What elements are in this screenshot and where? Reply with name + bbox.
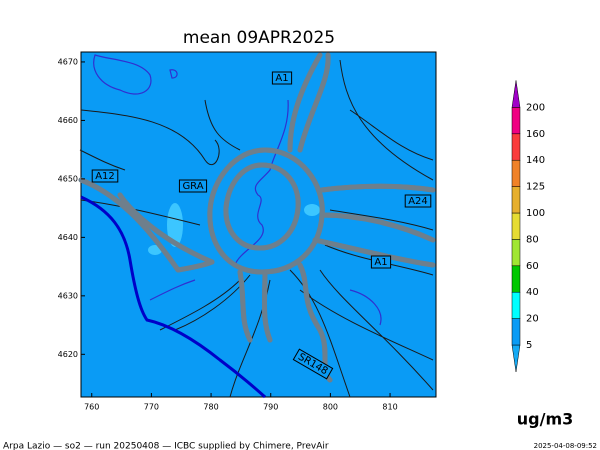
colorbar-band [511,291,521,319]
y-tick-label: 4670 [58,57,78,66]
colorbar-label: 40 [526,287,539,298]
road-label: A1 [370,255,392,269]
x-tick-label: 790 [263,403,278,412]
y-tick-label: 4620 [58,350,78,359]
road-label: A12 [91,169,119,183]
x-tick-label: 800 [323,403,338,412]
colorbar-label: 125 [526,182,545,193]
timestamp: 2025-04-08-09:52 [534,442,597,450]
colorbar-band [511,265,521,293]
colorbar-label: 20 [526,314,539,325]
road-label-box [292,348,334,380]
road-label-text: A24 [408,196,428,207]
colorbar-unit: ug/m3 [517,410,574,429]
road-label-text: A1 [374,257,387,268]
colorbar-band [511,107,521,135]
colorbar-high [511,80,521,108]
map-title: mean 09APR2025 [183,28,335,48]
road-label-box [370,255,392,269]
colorbar-label: 80 [526,234,539,245]
road-label: GRA [178,179,208,193]
road-label-text: A1 [275,73,288,84]
x-tick-label: 770 [144,403,159,412]
y-tick-label: 4650 [58,174,78,183]
features [78,52,436,399]
colorbar-label: 160 [526,129,545,140]
x-tick-label: 780 [203,403,218,412]
x-tick-label: 810 [382,403,397,412]
x-tick-label: 760 [84,403,99,412]
colorbar-band [511,239,521,267]
road-label-box [404,194,432,208]
colorbar-band [511,186,521,214]
road-label-text: A12 [95,171,115,182]
colorbar-label: 60 [526,261,539,272]
road-label-box [178,179,208,193]
coastline [80,195,267,399]
roads [78,52,436,383]
y-tick-label: 4660 [58,116,78,125]
colorbar-label: 200 [526,102,545,113]
colorbar-label: 100 [526,208,545,219]
colorbar-low [511,344,521,373]
colorbar-band [511,133,521,161]
road-label-text: GRA [182,181,203,192]
road-label-box [91,169,119,183]
road-label: A1 [271,71,293,85]
patch [304,204,320,216]
colorbar-label: 5 [526,340,532,351]
y-tick-label: 4640 [58,233,78,242]
road-label: A24 [404,194,432,208]
y-tick-label: 4630 [58,291,78,300]
colorbar-label: 140 [526,155,545,166]
road-label-box [271,71,293,85]
footer: Arpa Lazio — so2 — run 20250408 — ICBC s… [3,442,329,450]
colorbar-band [511,212,521,240]
patch [167,203,183,247]
colorbar-band [511,159,521,187]
river [93,54,382,326]
colorbar-band [511,318,521,346]
